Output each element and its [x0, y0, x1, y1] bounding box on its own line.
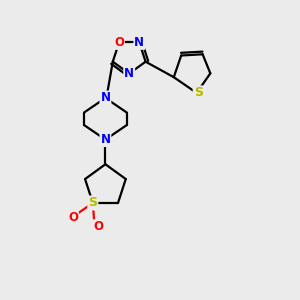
Text: O: O: [114, 36, 124, 49]
Text: N: N: [100, 92, 110, 104]
Text: N: N: [134, 36, 144, 49]
Text: O: O: [94, 220, 104, 233]
Text: O: O: [68, 211, 78, 224]
Text: N: N: [124, 67, 134, 80]
Text: S: S: [194, 86, 202, 99]
Text: N: N: [100, 133, 110, 146]
Text: S: S: [88, 196, 97, 209]
